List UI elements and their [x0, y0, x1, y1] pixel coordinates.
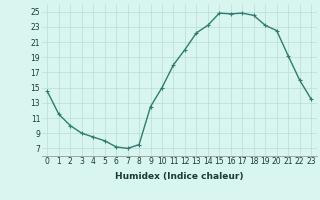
- X-axis label: Humidex (Indice chaleur): Humidex (Indice chaleur): [115, 172, 244, 181]
